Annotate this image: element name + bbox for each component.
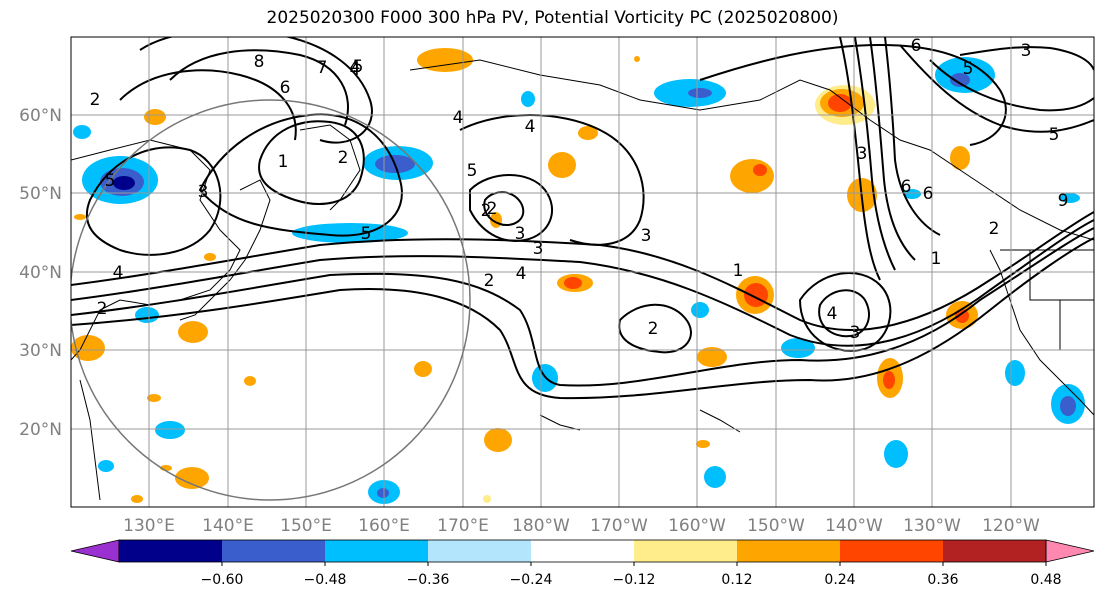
contour-label: 4 [827, 304, 838, 324]
chart-title: 2025020300 F000 300 hPa PV, Potential Vo… [266, 8, 839, 28]
contour-label: 2 [481, 201, 492, 221]
colorbar-extend-high [1045, 539, 1095, 563]
latitude-label: 20°N [19, 420, 62, 440]
colorbar-tick-label: −0.48 [304, 572, 347, 588]
contour-label: 8 [254, 52, 265, 72]
contour-label: 4 [113, 263, 124, 283]
longitude-label: 140°W [825, 516, 883, 536]
colorbar-segment [737, 540, 840, 562]
contour-label: 3 [1021, 41, 1032, 61]
colorbar-segment [428, 540, 531, 562]
contour-label: 6 [911, 36, 922, 56]
longitude-label: 180°W [512, 516, 570, 536]
pv-contours [71, 37, 1094, 400]
colorbar-tick-label: −0.24 [510, 572, 553, 588]
longitude-label: 120°W [982, 516, 1040, 536]
great-circle [71, 99, 471, 501]
colorbar-segment [222, 540, 325, 562]
colorbar-tick-label: −0.60 [201, 572, 244, 588]
colorbar-segment [119, 540, 222, 562]
graticule [71, 37, 1094, 507]
contour-label: 2 [90, 90, 101, 110]
longitude-label: 170°W [590, 516, 648, 536]
colorbar-outline [118, 539, 1047, 563]
contour-label: 5 [361, 224, 372, 244]
contour-label: 4 [350, 57, 361, 77]
colorbar: −0.60 −0.48 −0.36 −0.24 −0.12 0.12 0.24 0.36 0.4… [70, 539, 1095, 588]
colorbar-tick-label: 0.48 [1030, 572, 1061, 588]
colorbar-tick-label: 0.24 [824, 572, 855, 588]
contour-label: 5 [105, 171, 116, 191]
colorbar-segment [634, 540, 737, 562]
contour-label: 2 [97, 299, 108, 319]
contour-label: 4 [453, 108, 464, 128]
contour-label: 2 [484, 271, 495, 291]
contour-label: 5 [1049, 125, 1060, 145]
latitude-label: 60°N [19, 106, 62, 126]
colorbar-segment [325, 540, 428, 562]
longitude-label: 130°W [903, 516, 961, 536]
map-frame [70, 36, 1095, 508]
latitude-label: 30°N [19, 341, 62, 361]
contour-label: 3 [515, 224, 526, 244]
colorbar-tick-label: 0.36 [927, 572, 958, 588]
colorbar-segment [943, 540, 1046, 562]
contour-label: 3 [641, 226, 652, 246]
colorbar-tick-label: −0.36 [407, 572, 450, 588]
contour-label: 2 [648, 319, 659, 339]
contour-label: 2 [989, 219, 1000, 239]
latitude-label: 40°N [19, 263, 62, 283]
contour-label: 4 [516, 264, 527, 284]
colorbar-tick-label: 0.12 [721, 572, 752, 588]
contour-label: 5 [467, 161, 478, 181]
longitude-label: 140°E [202, 516, 254, 536]
colorbar-segment [531, 540, 634, 562]
colorbar-tick-label: −0.12 [613, 572, 656, 588]
contour-label: 9 [1058, 191, 1069, 211]
longitude-label: 130°E [123, 516, 175, 536]
latitude-labels: 60°N 50°N 40°N 30°N 20°N [19, 106, 62, 440]
contour-label: 7 [317, 58, 328, 78]
colorbar-extend-low [70, 539, 120, 563]
contour-label: 3 [857, 144, 868, 164]
latitude-label: 50°N [19, 184, 62, 204]
longitude-label: 150°W [747, 516, 805, 536]
contour-label: 6 [901, 177, 912, 197]
contour-label: 4 [525, 117, 536, 137]
longitude-label: 170°E [437, 516, 489, 536]
longitude-label: 160°W [668, 516, 726, 536]
contour-label: 3 [533, 239, 544, 259]
contour-label: 2 [338, 148, 349, 168]
longitude-label: 160°E [358, 516, 410, 536]
contour-label: 4 [350, 60, 361, 80]
contour-label: 5 [353, 57, 364, 77]
contour-label: 6 [923, 184, 934, 204]
contour-label: 3 [850, 323, 861, 343]
contour-label: 6 [280, 78, 291, 98]
contour-label: 5 [963, 59, 974, 79]
longitude-label: 150°E [280, 516, 332, 536]
contour-label: 1 [278, 152, 289, 172]
contour-label: 2 [487, 199, 498, 219]
contour-label: 1 [733, 261, 744, 281]
contour-label: 1 [931, 249, 942, 269]
contour-label: 3 [198, 182, 209, 202]
colorbar-segment [840, 540, 943, 562]
longitude-labels: 130°E 140°E 150°E 160°E 170°E 180°W 170°W 160°W… [123, 516, 1040, 536]
